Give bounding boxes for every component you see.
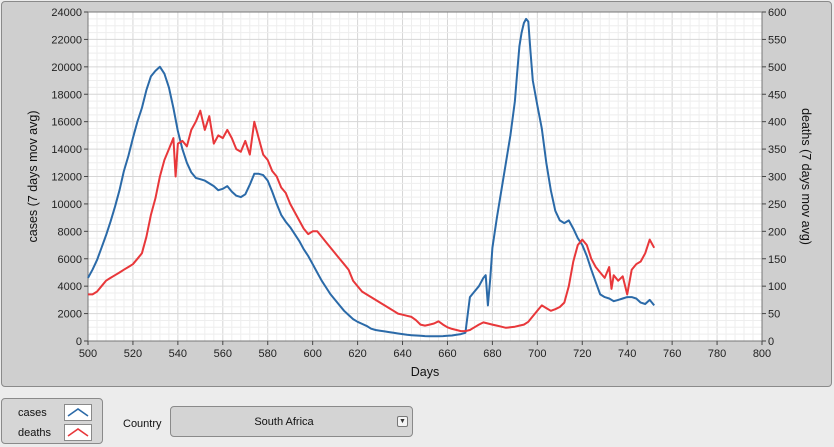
x-tick-label: 720: [573, 348, 591, 360]
y-left-tick-label: 24000: [51, 7, 82, 19]
chart-panel: 500 520 540 560 580 600 620 640 660 680 700 720 740 7…: [1, 1, 832, 387]
x-tick-label: 780: [708, 348, 726, 360]
legend-label-cases: cases: [18, 407, 47, 419]
y-right-tick-label: 200: [768, 226, 786, 238]
x-axis-label: Days: [411, 365, 439, 379]
x-tick-label: 640: [393, 348, 411, 360]
x-tick-label: 700: [528, 348, 546, 360]
x-tick-label: 760: [663, 348, 681, 360]
x-tick-label: 520: [124, 348, 142, 360]
x-tick-label: 620: [348, 348, 366, 360]
y-left-tick-label: 0: [76, 336, 82, 348]
y-right-tick-label: 500: [768, 62, 786, 74]
y-left-tick-label: 18000: [51, 89, 82, 101]
deaths-line-icon: [64, 424, 92, 441]
country-select-value: South Africa: [254, 416, 314, 428]
y-right-tick-label: 100: [768, 281, 786, 293]
y-right-tick-label: 400: [768, 117, 786, 129]
y-right-tick-label: 550: [768, 34, 786, 46]
legend-item-cases[interactable]: cases: [2, 403, 102, 423]
axis-ticks: 500 520 540 560 580 600 620 640 660 680 700 720 740 7…: [51, 7, 786, 360]
y-left-tick-label: 4000: [58, 281, 82, 293]
x-tick-label: 680: [483, 348, 501, 360]
y-left-tick-label: 14000: [51, 144, 82, 156]
y-left-tick-label: 8000: [58, 226, 82, 238]
series-layer: [87, 17, 656, 338]
x-tick-label: 660: [438, 348, 456, 360]
y-left-tick-label: 10000: [51, 199, 82, 211]
y-right-tick-label: 0: [768, 336, 774, 348]
country-label: Country: [123, 418, 162, 430]
y-left-tick-label: 6000: [58, 254, 82, 266]
y-left-tick-label: 16000: [51, 117, 82, 129]
x-tick-label: 560: [214, 348, 232, 360]
y-right-tick-label: 600: [768, 7, 786, 19]
y-right-tick-label: 450: [768, 89, 786, 101]
y-right-tick-label: 300: [768, 172, 786, 184]
y-right-tick-label: 150: [768, 254, 786, 266]
x-tick-label: 740: [618, 348, 636, 360]
line-chart: 500 520 540 560 580 600 620 640 660 680 700 720 740 7…: [26, 7, 813, 379]
y-right-tick-label: 250: [768, 199, 786, 211]
y-axis-left-label: cases (7 days mov avg): [26, 111, 40, 243]
x-tick-label: 500: [79, 348, 97, 360]
y-right-tick-label: 350: [768, 144, 786, 156]
cases-line-icon: [64, 404, 92, 421]
grid: [87, 11, 763, 342]
cases-line: [87, 17, 655, 338]
x-tick-label: 540: [169, 348, 187, 360]
x-tick-label: 580: [259, 348, 277, 360]
legend: cases deaths: [1, 398, 103, 444]
x-tick-label: 600: [303, 348, 321, 360]
chevron-down-icon[interactable]: ▼: [397, 416, 408, 427]
y-left-tick-label: 20000: [51, 62, 82, 74]
deaths-line: [88, 109, 656, 333]
legend-label-deaths: deaths: [18, 427, 52, 439]
country-select[interactable]: South Africa ▼: [170, 406, 413, 437]
y-left-tick-label: 22000: [51, 34, 82, 46]
y-axis-right-label: deaths (7 days mov avg): [799, 108, 813, 245]
legend-item-deaths[interactable]: deaths: [2, 423, 102, 443]
y-left-tick-label: 12000: [51, 172, 82, 184]
y-right-tick-label: 50: [768, 309, 780, 321]
y-left-tick-label: 2000: [58, 309, 82, 321]
x-tick-label: 800: [753, 348, 771, 360]
